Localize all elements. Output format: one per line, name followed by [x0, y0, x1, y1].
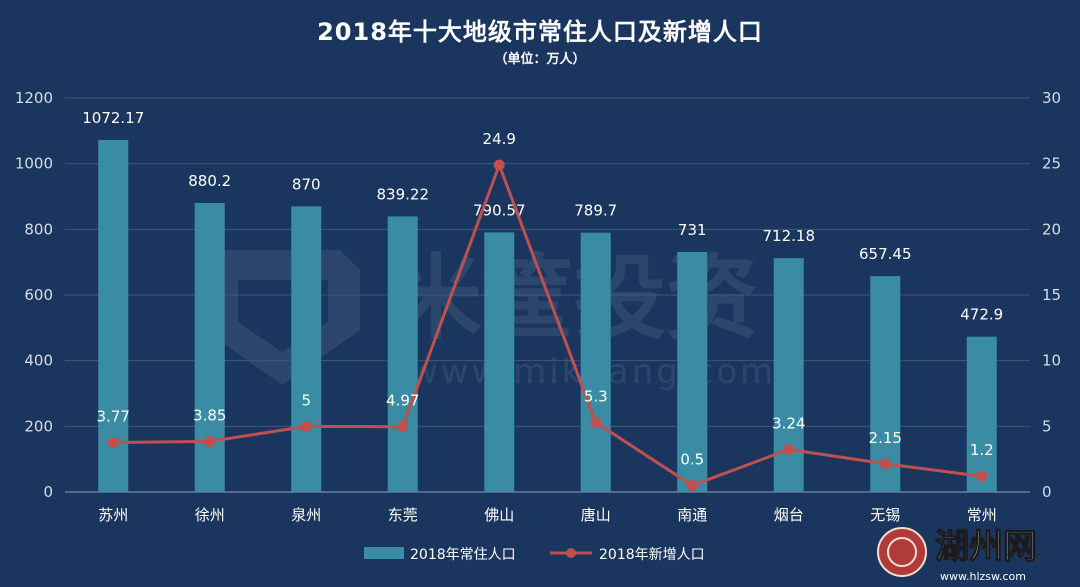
line-data-label: 3.85 [193, 406, 226, 424]
chart-title: 2018年十大地级市常住人口及新增人口 [317, 18, 763, 46]
site-logo-seal-inner-icon [887, 537, 917, 567]
line-point [204, 435, 216, 447]
bar-data-label: 472.9 [960, 306, 1003, 324]
legend-bar-label: 2018年常住人口 [410, 547, 516, 563]
line-series [107, 159, 988, 491]
site-logo-text: 湖州网 [935, 527, 1037, 567]
bar [773, 258, 804, 492]
line-point [879, 458, 891, 470]
bar [677, 251, 708, 492]
x-category-label: 无锡 [870, 506, 900, 524]
y-right-tick-label: 25 [1042, 155, 1061, 173]
line-point [493, 159, 505, 171]
y-left-tick-label: 600 [24, 286, 53, 304]
legend-line-marker [566, 548, 576, 558]
line-point [107, 436, 119, 448]
y-left-tick-label: 800 [24, 220, 53, 238]
y-left-tick-label: 200 [24, 417, 53, 435]
bar [580, 232, 611, 493]
bar [870, 276, 901, 492]
bar [291, 206, 322, 492]
series-line [113, 160, 982, 488]
bar-data-label: 731 [678, 221, 707, 239]
site-logo-seal-icon [877, 527, 927, 577]
line-data-label: 4.97 [386, 392, 419, 410]
y-right-tick-label: 15 [1042, 286, 1061, 304]
bar-data-label: 712.18 [763, 227, 816, 245]
line-data-label: 0.5 [680, 450, 704, 468]
line-point [686, 479, 698, 491]
bar-data-label: 790.57 [473, 201, 526, 219]
bar-data-label: 657.45 [859, 245, 912, 263]
bar [387, 216, 418, 492]
line-point [300, 420, 312, 432]
x-category-label: 常州 [967, 506, 997, 524]
y-right-tick-label: 0 [1042, 483, 1052, 501]
line-data-label: 24.9 [483, 130, 516, 148]
bar-data-label: 870 [292, 175, 321, 193]
line-labels: 3.77 3.85 5 4.97 24.9 5.3 0.5 3.24 2.15 1.2 [97, 130, 994, 468]
y-right-tick-label: 10 [1042, 352, 1061, 370]
line-point [397, 421, 409, 433]
bar [484, 232, 515, 493]
x-category-label: 东莞 [388, 506, 418, 524]
site-logo-url: www.hlzsw.com [940, 570, 1026, 583]
y-right-tick-label: 20 [1042, 220, 1061, 238]
legend-line-label: 2018年新增人口 [599, 547, 705, 563]
bar [966, 336, 997, 492]
line-point [590, 416, 602, 428]
line-data-label: 3.77 [97, 407, 130, 425]
line-data-label: 2.15 [869, 429, 902, 447]
x-category-label: 苏州 [98, 506, 128, 524]
line-data-label: 5 [301, 391, 311, 409]
legend: 2018年常住人口 2018年新增人口 [364, 547, 705, 563]
y-left-tick-label: 1000 [15, 155, 53, 173]
bar-data-label: 880.2 [188, 172, 231, 190]
line-data-label: 1.2 [970, 441, 994, 459]
site-logo: 湖州网 www.hlzsw.com [877, 526, 1038, 583]
bar-data-label: 839.22 [377, 185, 430, 203]
y-axis-left: 0 200 400 600 800 1000 1200 [15, 89, 53, 501]
bar-labels: 1072.17 880.2 870 839.22 790.57 789.7 731 712.1… [82, 109, 1003, 324]
x-category-label: 泉州 [291, 506, 321, 524]
y-right-tick-label: 30 [1042, 89, 1061, 107]
y-right-tick-label: 5 [1042, 417, 1052, 435]
bar-data-label: 1072.17 [82, 109, 144, 127]
line-data-label: 5.3 [584, 387, 608, 405]
x-category-label: 徐州 [195, 506, 225, 524]
bar [98, 139, 129, 492]
chart-subtitle: （单位：万人） [494, 52, 586, 67]
x-category-label: 唐山 [581, 506, 611, 524]
watermark-logo-icon [205, 250, 360, 385]
y-axis-right: 0 5 10 15 20 25 30 [1042, 89, 1061, 501]
x-category-label: 南通 [677, 506, 707, 524]
legend-bar-swatch [364, 547, 404, 559]
x-category-label: 佛山 [484, 506, 514, 524]
line-data-label: 3.24 [772, 414, 805, 432]
y-left-tick-label: 0 [43, 483, 53, 501]
line-point [976, 470, 988, 482]
x-axis-categories: 苏州 徐州 泉州 东莞 佛山 唐山 南通 烟台 无锡 常州 [98, 506, 997, 524]
x-category-label: 烟台 [774, 506, 804, 524]
y-left-tick-label: 1200 [15, 89, 53, 107]
bar-data-label: 789.7 [574, 202, 617, 220]
bar-series [98, 139, 997, 493]
bar [194, 203, 225, 492]
y-left-tick-label: 400 [24, 352, 53, 370]
line-point [783, 443, 795, 455]
